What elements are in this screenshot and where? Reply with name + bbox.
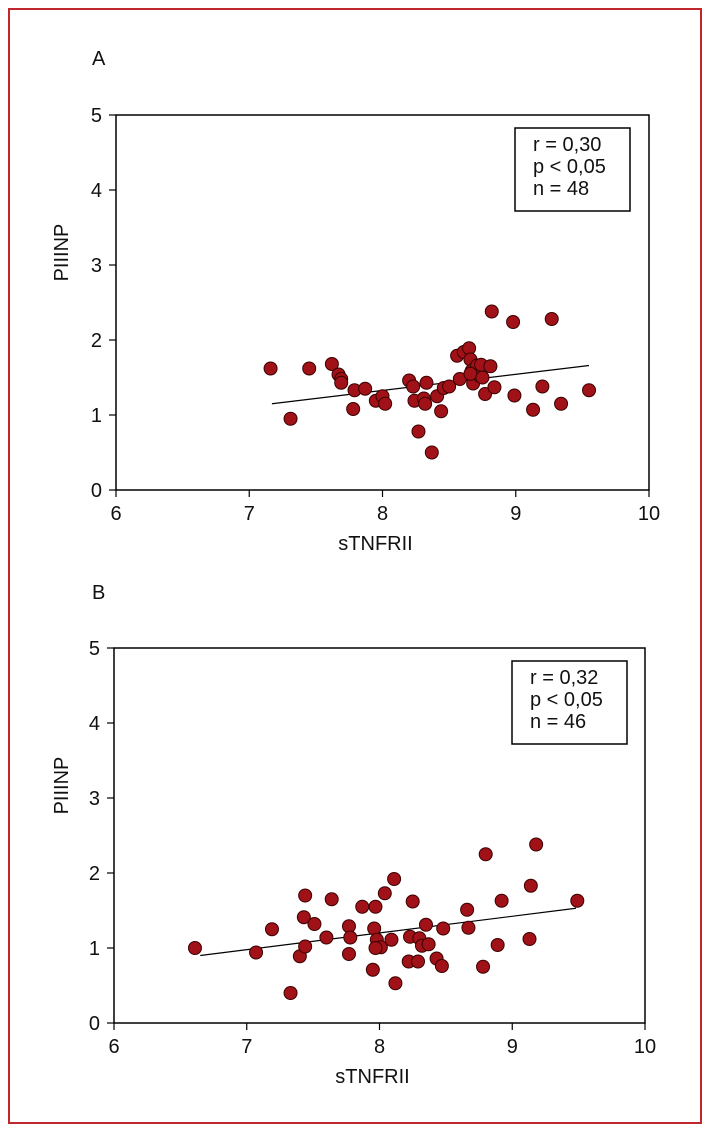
panel-label-a: A — [92, 48, 106, 70]
figure-frame — [8, 8, 702, 1124]
panel-label-b: B — [92, 582, 106, 604]
